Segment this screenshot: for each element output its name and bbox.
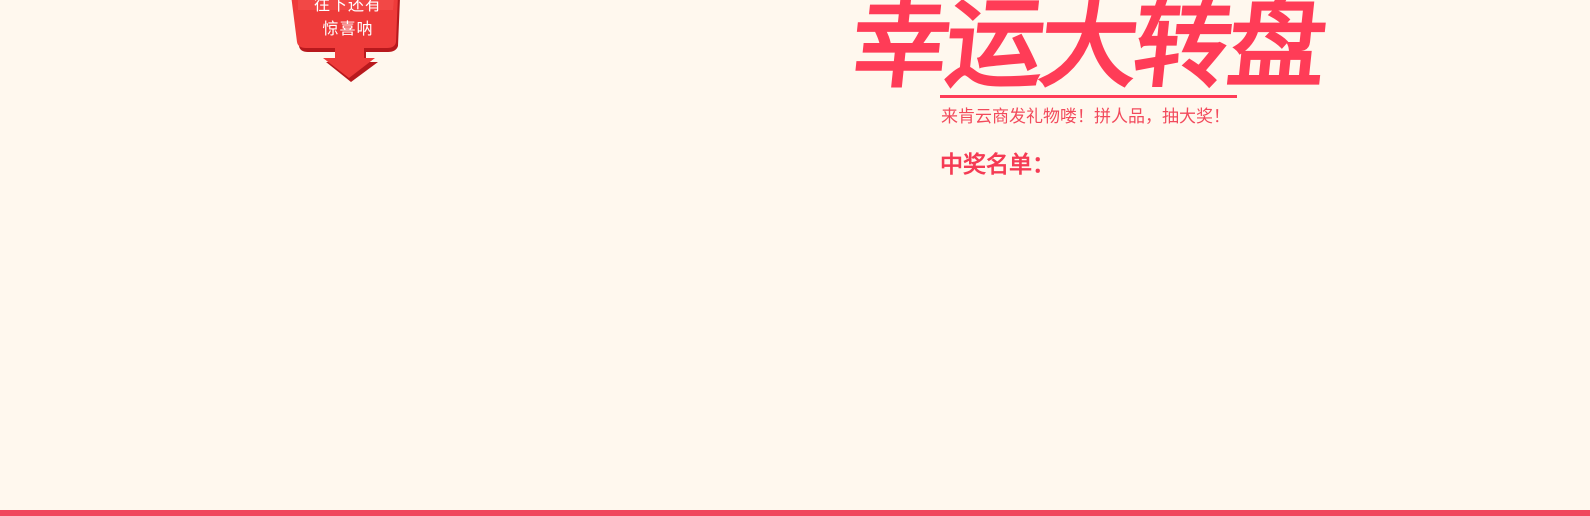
badge-line-1: 往下还有	[313, 0, 382, 14]
down-arrow-icon	[291, 0, 400, 82]
badge-line-2: 惊喜呐	[322, 19, 374, 38]
subtitle: 来肯云商发礼物喽！拼人品，抽大奖！	[941, 107, 1230, 127]
page-title: 幸运大转盘	[846, 0, 1329, 102]
scroll-down-badge[interactable]: 往下还有 惊喜呐	[288, 0, 413, 85]
bottom-border	[0, 510, 1590, 516]
title-divider	[940, 95, 1237, 98]
winners-list-heading: 中奖名单：	[940, 152, 1055, 178]
